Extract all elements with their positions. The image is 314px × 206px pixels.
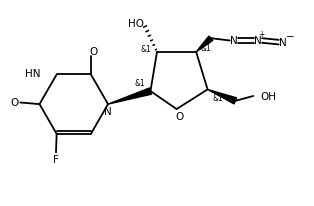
Text: O: O	[89, 47, 98, 57]
Text: +: +	[258, 30, 265, 39]
Text: &1: &1	[212, 94, 223, 103]
Text: OH: OH	[260, 91, 276, 102]
Text: −: −	[285, 32, 294, 42]
Text: &1: &1	[201, 44, 211, 53]
Polygon shape	[208, 90, 236, 104]
Text: N: N	[230, 36, 238, 46]
Text: O: O	[175, 112, 183, 122]
Text: N: N	[279, 38, 287, 48]
Text: N: N	[254, 36, 262, 46]
Text: HN: HN	[25, 68, 41, 78]
Text: N: N	[104, 107, 112, 117]
Text: O: O	[10, 98, 19, 108]
Polygon shape	[196, 37, 213, 53]
Text: F: F	[53, 154, 59, 164]
Text: &1: &1	[140, 45, 151, 54]
Text: HO: HO	[128, 19, 144, 28]
Text: &1: &1	[135, 79, 145, 88]
Polygon shape	[108, 89, 151, 105]
